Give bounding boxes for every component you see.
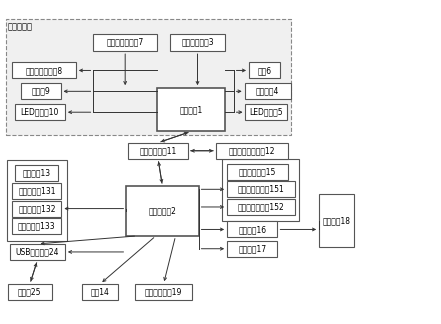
Text: 无线移动监控终端12: 无线移动监控终端12 xyxy=(229,146,276,155)
Text: 储存模25: 储存模25 xyxy=(18,288,41,296)
FancyBboxPatch shape xyxy=(170,33,225,51)
FancyBboxPatch shape xyxy=(249,63,280,78)
FancyBboxPatch shape xyxy=(8,284,52,300)
Text: 温度比较16: 温度比较16 xyxy=(238,225,266,234)
Text: 微处理器1: 微处理器1 xyxy=(179,105,202,114)
Text: 玻璃钓负压风机7: 玻璃钓负压风机7 xyxy=(107,38,144,47)
Text: 空调6: 空调6 xyxy=(257,66,271,75)
FancyBboxPatch shape xyxy=(12,183,61,199)
Text: 湿度比较单元15: 湿度比较单元15 xyxy=(239,167,277,176)
Text: 高压微雾加湿器8: 高压微雾加湿器8 xyxy=(26,66,63,75)
FancyBboxPatch shape xyxy=(10,244,65,260)
Text: 环境检测单兵3: 环境检测单兵3 xyxy=(181,38,214,47)
FancyBboxPatch shape xyxy=(15,104,65,120)
Text: 第三指示灯133: 第三指示灯133 xyxy=(18,222,56,231)
FancyBboxPatch shape xyxy=(82,284,117,300)
Text: USB储存接匈24: USB储存接匈24 xyxy=(16,248,59,256)
Text: 第二湿度比较器152: 第二湿度比较器152 xyxy=(238,202,284,212)
FancyBboxPatch shape xyxy=(227,221,277,237)
Text: 第一湿度比较器151: 第一湿度比较器151 xyxy=(238,185,284,194)
Text: LED养鸡灯10: LED养鸡灯10 xyxy=(21,108,59,117)
FancyBboxPatch shape xyxy=(227,164,288,180)
Text: 峰鸣14: 峰鸣14 xyxy=(90,288,109,296)
FancyBboxPatch shape xyxy=(227,241,277,257)
FancyBboxPatch shape xyxy=(157,88,225,132)
Text: 鸡养殖鸡舍: 鸡养殖鸡舍 xyxy=(8,22,33,31)
Text: 声光报警4: 声光报警4 xyxy=(256,87,279,96)
Text: 反馈模塃18: 反馈模塃18 xyxy=(323,216,351,225)
FancyBboxPatch shape xyxy=(128,143,187,159)
FancyBboxPatch shape xyxy=(319,194,354,247)
FancyBboxPatch shape xyxy=(12,201,61,217)
Text: 中央处理器2: 中央处理器2 xyxy=(149,206,176,215)
FancyBboxPatch shape xyxy=(93,33,157,51)
FancyBboxPatch shape xyxy=(7,160,67,241)
Text: 除湿机9: 除湿机9 xyxy=(31,87,50,96)
Text: LED显示屏5: LED显示屏5 xyxy=(250,108,283,117)
Text: 光照比较17: 光照比较17 xyxy=(238,244,266,253)
FancyBboxPatch shape xyxy=(246,104,287,120)
Text: 第一指示灯131: 第一指示灯131 xyxy=(18,186,56,195)
FancyBboxPatch shape xyxy=(126,186,198,236)
FancyBboxPatch shape xyxy=(216,143,288,159)
FancyBboxPatch shape xyxy=(227,181,295,197)
FancyBboxPatch shape xyxy=(21,83,60,99)
FancyBboxPatch shape xyxy=(227,199,295,215)
Text: 触摸式显示冓19: 触摸式显示冓19 xyxy=(145,288,182,296)
FancyBboxPatch shape xyxy=(135,284,192,300)
Text: 指示单元13: 指示单元13 xyxy=(22,169,51,178)
Text: 网络通讯平台11: 网络通讯平台11 xyxy=(139,146,177,155)
Text: 第二指示灯132: 第二指示灯132 xyxy=(18,204,56,213)
FancyBboxPatch shape xyxy=(12,63,76,78)
FancyBboxPatch shape xyxy=(222,159,299,221)
FancyBboxPatch shape xyxy=(6,19,291,135)
FancyBboxPatch shape xyxy=(15,165,58,181)
FancyBboxPatch shape xyxy=(245,83,291,99)
FancyBboxPatch shape xyxy=(12,218,61,234)
